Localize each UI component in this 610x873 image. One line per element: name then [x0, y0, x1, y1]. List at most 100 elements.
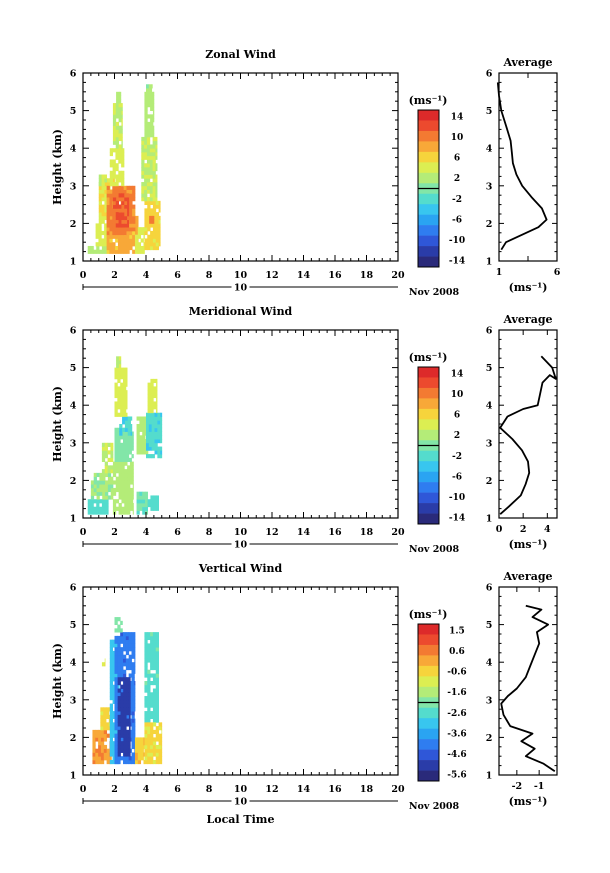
heatmap-cell: [125, 759, 130, 765]
heatmap-cell: [100, 711, 104, 716]
heatmap-cell: [156, 386, 158, 391]
heatmap-cell: [148, 454, 153, 459]
heatmap-cell: [144, 144, 148, 149]
heatmap-cell: [150, 748, 154, 753]
heatmap-cell: [114, 431, 118, 436]
heatmap-cell: [106, 733, 110, 738]
heatmap-cell: [140, 748, 144, 753]
heatmap-cell: [152, 200, 157, 205]
heatmap-cell: [98, 182, 102, 187]
heatmap-cell: [155, 632, 159, 637]
heatmap-cell: [148, 427, 153, 432]
heatmap-cell: [90, 245, 94, 251]
heatmap-cell: [95, 242, 99, 247]
heatmap-cell: [126, 696, 130, 701]
heatmap-cell: [136, 435, 140, 440]
heatmap-cell: [101, 446, 106, 451]
colorbar-label: 2: [454, 174, 460, 184]
heatmap-cell: [150, 129, 154, 134]
heatmap-cell: [152, 140, 156, 145]
profile-y-tick-label: 3: [486, 181, 493, 192]
heatmap-cell: [147, 759, 151, 765]
heatmap-cell: [109, 148, 114, 153]
heatmap-cell: [144, 121, 148, 127]
heatmap-cell: [121, 182, 125, 187]
heatmap-cell: [144, 643, 148, 648]
heatmap-cell: [152, 242, 157, 247]
heatmap-cell: [117, 718, 121, 723]
heatmap-cell: [105, 491, 109, 496]
heatmap-cell: [140, 245, 144, 251]
heatmap-cell: [117, 234, 122, 239]
heatmap-cell: [129, 461, 134, 466]
colorbar-band: [418, 367, 439, 378]
heatmap-cell: [90, 506, 94, 511]
heatmap-cell: [117, 454, 121, 459]
heatmap-cell: [106, 756, 110, 761]
heatmap-cell: [134, 756, 136, 761]
heatmap-cell: [144, 227, 148, 232]
heatmap-cell: [121, 114, 123, 119]
heatmap-cell: [158, 204, 161, 209]
heatmap-cell: [114, 390, 118, 395]
colorbar-band: [418, 110, 439, 121]
y-axis-label: Height (km): [51, 643, 64, 719]
heatmap-cell: [117, 665, 121, 671]
heatmap-cell: [126, 249, 130, 254]
heatmap-cell: [158, 722, 162, 727]
x-tick-label: 2: [111, 527, 118, 538]
heatmap-cell: [139, 442, 143, 447]
heatmap-cell: [117, 658, 121, 663]
heatmap-cell: [101, 197, 105, 202]
heatmap-cell: [149, 219, 153, 224]
heatmap-cell: [123, 654, 127, 659]
heatmap-cell: [146, 136, 151, 142]
x-tick-label: 14: [297, 784, 311, 795]
heatmap-cell: [129, 502, 134, 508]
heatmap-cell: [117, 390, 121, 395]
y-tick-label: 5: [70, 106, 77, 117]
heatmap-cell: [121, 106, 123, 111]
heatmap-cell: [126, 688, 130, 693]
heatmap-cell: [144, 223, 148, 228]
heatmap-cell: [144, 665, 148, 671]
heatmap-cell: [146, 148, 151, 153]
heatmap-cell: [118, 502, 122, 508]
heatmap-cell: [152, 748, 157, 753]
date-label-bg: [231, 538, 250, 550]
heatmap-cell: [155, 744, 159, 750]
heatmap-cell: [102, 476, 106, 481]
heatmap-cell: [112, 650, 116, 656]
heatmap-cell: [109, 170, 114, 175]
heatmap-cell: [115, 155, 119, 160]
heatmap-cell: [118, 480, 122, 485]
x-tick-label: 8: [206, 527, 213, 538]
heatmap-cell: [154, 412, 158, 417]
x-tick-label: 2: [111, 270, 118, 281]
heatmap-cell: [114, 367, 118, 372]
heatmap-cell: [98, 197, 102, 202]
heatmap-cell: [152, 752, 157, 757]
heatmap-cell: [132, 204, 136, 209]
heatmap-cell: [155, 681, 159, 686]
heatmap-cell: [110, 495, 114, 500]
heatmap-cell: [150, 118, 154, 123]
heatmap-cell: [121, 170, 125, 175]
profile-y-tick-label: 1: [486, 514, 493, 525]
heatmap-cell: [145, 506, 148, 511]
heatmap-cell: [121, 495, 125, 500]
heatmap-cell: [148, 446, 153, 451]
heatmap-cell: [117, 427, 121, 432]
heatmap-cell: [147, 744, 151, 750]
heatmap-cell: [144, 148, 148, 153]
heatmap-cell: [160, 424, 163, 429]
y-tick-label: 5: [70, 620, 77, 631]
heatmap-cell: [150, 654, 154, 659]
heatmap-cell: [112, 696, 116, 701]
heatmap-cell: [144, 722, 148, 727]
heatmap-cell: [142, 495, 146, 500]
heatmap-cell: [150, 238, 154, 243]
heatmap-cell: [115, 506, 119, 511]
